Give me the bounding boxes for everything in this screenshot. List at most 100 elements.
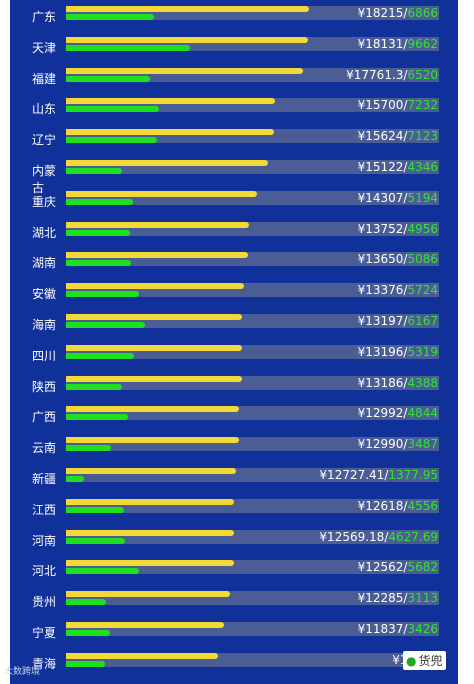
watermark-left: 大数跨境 <box>4 664 40 677</box>
value-separator: / <box>403 344 408 359</box>
value-label-b: 4556 <box>407 498 438 513</box>
category-label: 福建 <box>32 71 57 86</box>
value-label: ¥13186/4388 <box>358 376 438 390</box>
value-label-a: ¥12992 <box>357 406 404 421</box>
value-label-b: 7123 <box>407 129 438 144</box>
value-label: ¥17761.3/6520 <box>346 68 438 82</box>
bar-yellow <box>66 67 303 74</box>
value-label: ¥12569.18/4627.69 <box>319 530 438 544</box>
value-label-a: ¥17761.3 <box>346 67 404 82</box>
chart-row: 广西 ¥12992/4844 <box>10 400 458 431</box>
value-label: ¥15122/4346 <box>358 160 438 174</box>
bar-yellow <box>66 406 240 413</box>
value-separator: / <box>403 622 408 636</box>
bar-green <box>66 106 159 113</box>
value-label: ¥12990/3487 <box>358 437 438 451</box>
value-label-b: 5319 <box>407 344 438 359</box>
bar-yellow <box>66 6 309 12</box>
value-label-a: ¥13197 <box>357 314 404 328</box>
value-label-b: 4388 <box>407 375 438 390</box>
value-label-b: 3487 <box>407 437 438 452</box>
value-label-b: 4627.69 <box>388 529 438 544</box>
value-label-a: ¥12618 <box>357 498 404 513</box>
chart-row: 福建 ¥17761.3/6520 <box>10 62 458 93</box>
chart-row: 河南 ¥12569.18/4627.69 <box>10 524 458 555</box>
category-label: 宁夏 <box>32 626 57 640</box>
bar-green <box>66 198 133 205</box>
bar-yellow <box>66 129 275 136</box>
value-label-b: 6520 <box>407 67 438 82</box>
left-white-edge <box>0 0 10 684</box>
category-label: 广西 <box>32 410 57 425</box>
bar-yellow <box>66 498 235 505</box>
chart-row: 新疆 ¥12727.41/1377.95 <box>10 462 458 493</box>
value-label-b: 6866 <box>407 6 438 20</box>
bar-yellow <box>66 437 240 444</box>
bar-yellow <box>66 591 230 598</box>
right-white-edge <box>458 0 474 684</box>
value-separator: / <box>403 406 408 421</box>
bar-green <box>66 506 125 513</box>
value-label-a: ¥12569.18 <box>319 529 385 544</box>
value-label: ¥12727.41/1377.95 <box>319 468 438 482</box>
chart-row: 四川 ¥13196/5319 <box>10 339 458 370</box>
value-label: ¥13376/5724 <box>358 283 438 297</box>
chart-row: 江西 ¥12618/4556 <box>10 493 458 524</box>
value-separator: / <box>403 67 408 82</box>
bar-green <box>66 137 158 144</box>
category-label: 河南 <box>32 533 57 548</box>
bar-green <box>66 291 140 298</box>
value-separator: / <box>384 468 389 482</box>
chart-row: 广东 ¥18215/6866 <box>10 0 458 31</box>
value-label: ¥12285/3113 <box>358 591 438 605</box>
value-separator: / <box>403 375 408 390</box>
chart-row: 陕西 ¥13186/4388 <box>10 370 458 401</box>
bar-yellow <box>66 622 224 628</box>
category-label: 重庆 <box>32 194 57 209</box>
value-separator: / <box>384 529 389 544</box>
category-label: 云南 <box>32 441 57 456</box>
bar-green <box>66 229 130 236</box>
value-label-b: 5682 <box>407 560 438 575</box>
chart-row: 河北 ¥12562/5682 <box>10 554 458 585</box>
bar-yellow <box>66 468 236 474</box>
value-label-a: ¥15624 <box>357 129 404 144</box>
chart-row: 青海¥11402 <box>10 647 458 678</box>
value-separator: / <box>403 221 408 236</box>
watermark-right: ● 货兜 <box>403 651 446 670</box>
chart-row: 重庆 ¥14307/5194 <box>10 185 458 216</box>
value-label-b: 3113 <box>407 591 438 606</box>
value-separator: / <box>403 560 408 575</box>
bar-green <box>66 445 111 452</box>
value-separator: / <box>403 160 408 174</box>
category-label: 四川 <box>32 348 57 363</box>
bar-yellow <box>66 283 245 290</box>
bar-yellow <box>66 160 268 166</box>
value-label: ¥18215/6866 <box>358 6 438 20</box>
value-label-b: 9662 <box>407 36 438 51</box>
value-label-a: ¥13186 <box>357 375 404 390</box>
value-separator: / <box>403 190 408 205</box>
value-label-a: ¥12285 <box>357 591 404 606</box>
category-label: 陕西 <box>32 379 57 394</box>
value-separator: / <box>403 437 408 452</box>
chart-row: 天津 ¥18131/9662 <box>10 31 458 62</box>
bar-green <box>66 168 122 174</box>
value-label-a: ¥12562 <box>357 560 404 575</box>
bar-green <box>66 383 123 390</box>
bar-yellow <box>66 652 219 659</box>
category-label: 新疆 <box>32 472 57 486</box>
bar-green <box>66 630 110 636</box>
value-separator: / <box>403 129 408 144</box>
value-label-a: ¥11837 <box>357 622 404 636</box>
value-label-b: 4346 <box>407 160 438 174</box>
value-separator: / <box>403 252 408 267</box>
watermark-right-text: 货兜 <box>418 654 443 668</box>
bar-green <box>66 537 126 544</box>
chart-row: 湖南 ¥13650/5086 <box>10 246 458 277</box>
chart-row: 安徽 ¥13376/5724 <box>10 277 458 308</box>
bar-green <box>66 476 84 482</box>
value-label-b: 4956 <box>407 221 438 236</box>
category-label: 天津 <box>32 40 57 55</box>
wechat-icon: ● <box>406 654 417 668</box>
